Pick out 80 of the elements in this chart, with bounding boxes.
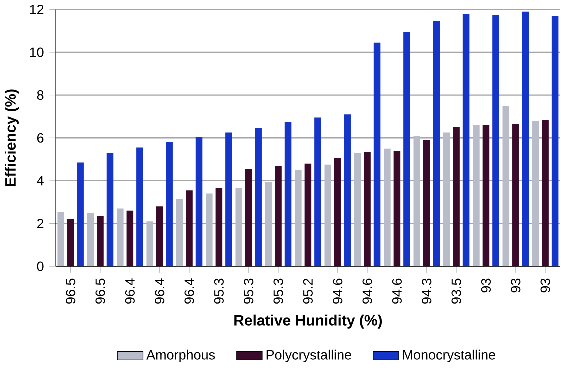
bar	[275, 166, 282, 267]
x-tick-label: 96.4	[184, 278, 194, 304]
bar	[424, 140, 430, 267]
bar	[473, 125, 480, 267]
x-tick-label: 96.4	[125, 278, 135, 304]
bar	[433, 21, 440, 267]
y-tick-label: 2	[37, 219, 44, 228]
bar	[126, 210, 134, 267]
bar	[226, 132, 232, 267]
bar	[482, 125, 490, 267]
x-tick-label: 95.2	[303, 278, 313, 304]
bar	[443, 132, 450, 267]
bar	[462, 14, 470, 267]
y-tick-label: 8	[37, 90, 44, 100]
bar	[136, 148, 144, 267]
x-tick-label: 96.4	[155, 278, 165, 304]
x-tick-label: 95.3	[244, 278, 254, 304]
bar	[304, 164, 312, 267]
bar	[532, 121, 540, 267]
bar	[522, 12, 530, 267]
x-tick-label: 94.3	[422, 278, 432, 304]
bar	[364, 152, 371, 267]
bar	[77, 162, 84, 267]
bar	[284, 122, 292, 267]
y-tick-label: 12	[30, 5, 44, 14]
bar	[344, 114, 351, 267]
bar	[404, 32, 410, 267]
bar	[512, 124, 520, 267]
x-tick-label: 95.3	[214, 278, 224, 304]
bar	[186, 190, 193, 267]
x-tick-label: 94.6	[333, 278, 343, 304]
bar	[414, 136, 421, 267]
legend-label: Monocrystalline	[403, 350, 496, 363]
bar	[394, 150, 401, 267]
bar	[492, 15, 500, 267]
x-tick-label: 96.5	[66, 278, 76, 304]
bar	[295, 170, 302, 267]
x-axis-title: Relative Hunidity (%)	[234, 314, 382, 329]
bar	[354, 153, 362, 267]
bar	[97, 216, 104, 267]
bar	[324, 164, 332, 267]
bar	[542, 120, 549, 267]
bar	[255, 128, 262, 267]
bar	[453, 127, 460, 267]
x-tick-label: 93.5	[452, 278, 462, 304]
bar	[374, 42, 381, 267]
bar	[384, 148, 391, 267]
bar	[552, 16, 559, 267]
y-tick-label: 0	[37, 262, 44, 272]
bar	[117, 208, 124, 267]
bar	[216, 188, 223, 267]
legend-label: Amorphous	[146, 350, 216, 363]
bar	[67, 219, 74, 267]
bar	[106, 153, 114, 267]
x-tick-label: 93	[481, 278, 492, 293]
bar	[265, 182, 272, 267]
legend-label: Polycrystalline	[266, 350, 352, 363]
y-tick-label: 10	[30, 48, 44, 58]
x-tick-label: 93	[540, 278, 550, 293]
bar	[502, 106, 510, 267]
x-tick-label: 94.6	[392, 278, 402, 304]
y-tick-label: 4	[37, 176, 44, 186]
bar	[334, 158, 342, 267]
bar	[146, 222, 154, 267]
y-tick-label: 6	[37, 133, 44, 143]
bar	[245, 169, 252, 267]
bar	[206, 194, 213, 267]
x-tick-label: 96.5	[96, 278, 106, 304]
x-tick-label: 94.6	[362, 278, 372, 304]
bar	[166, 142, 173, 267]
y-axis-title: Efficiency (%)	[5, 90, 19, 186]
bar	[176, 199, 184, 267]
bar	[156, 206, 164, 267]
bar	[196, 137, 203, 267]
x-tick-label: 93	[511, 278, 521, 293]
bar	[314, 118, 322, 267]
bar	[236, 188, 242, 267]
bar	[87, 213, 94, 267]
x-tick-label: 95.3	[274, 278, 284, 304]
bar	[58, 212, 64, 267]
